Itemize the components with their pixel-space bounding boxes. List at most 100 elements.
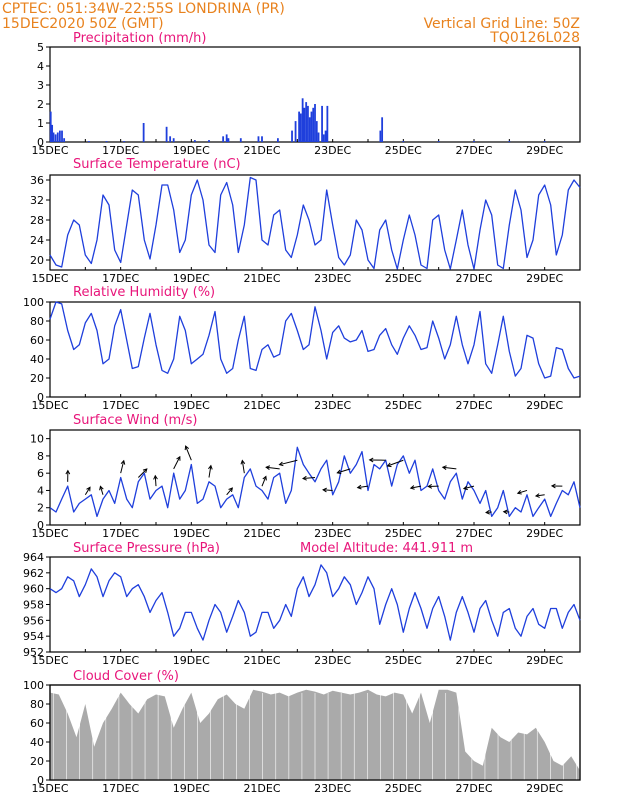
wind-arrow bbox=[462, 485, 475, 491]
precip-bar bbox=[227, 138, 230, 142]
model-altitude: Model Altitude: 441.911 m bbox=[300, 541, 473, 556]
precip-bar bbox=[222, 136, 225, 142]
precip-bar bbox=[87, 141, 90, 142]
precip-bar bbox=[277, 138, 279, 142]
precip-bar bbox=[56, 132, 59, 142]
y-tick-label: 2 bbox=[37, 502, 44, 515]
precip-bar bbox=[169, 136, 172, 142]
x-tick-label: 19DEC bbox=[173, 144, 210, 157]
x-tick-label: 23DEC bbox=[314, 654, 351, 667]
x-tick-label: 21DEC bbox=[243, 399, 280, 412]
x-tick-label: 23DEC bbox=[314, 782, 351, 795]
precip-bar bbox=[225, 134, 228, 142]
wind-arrow bbox=[356, 484, 369, 490]
precip-bar bbox=[315, 121, 318, 142]
precip-bar bbox=[54, 134, 57, 142]
wind-arrow bbox=[65, 469, 71, 482]
y-tick-label: 952 bbox=[23, 646, 44, 659]
wind-arrow bbox=[502, 509, 510, 515]
x-tick-label: 27DEC bbox=[455, 527, 492, 540]
wind-title: Surface Wind (m/s) bbox=[73, 413, 197, 428]
wind-arrow bbox=[441, 465, 457, 470]
precip-bar bbox=[310, 111, 313, 142]
y-tick-label: 10 bbox=[30, 433, 44, 446]
x-tick-label: 21DEC bbox=[243, 144, 280, 157]
x-tick-label: 23DEC bbox=[314, 399, 351, 412]
cloud-frame-overlay bbox=[49, 684, 581, 781]
x-tick-label: 29DEC bbox=[526, 654, 563, 667]
y-tick-label: 5 bbox=[37, 41, 44, 54]
y-tick-label: 0 bbox=[37, 774, 44, 787]
x-tick-label: 25DEC bbox=[385, 654, 422, 667]
precip-bar bbox=[314, 104, 316, 142]
y-tick-label: 20 bbox=[30, 254, 44, 267]
x-tick-label: 17DEC bbox=[102, 399, 139, 412]
y-tick-label: 20 bbox=[30, 755, 44, 768]
x-tick-label: 15DEC bbox=[31, 272, 68, 285]
y-tick-label: 0 bbox=[37, 391, 44, 404]
wind-arrow bbox=[265, 465, 280, 470]
x-tick-label: 23DEC bbox=[314, 272, 351, 285]
wind-arrow bbox=[485, 509, 492, 515]
rh-line bbox=[49, 301, 581, 379]
y-tick-label: 964 bbox=[23, 551, 44, 564]
x-tick-label: 23DEC bbox=[314, 527, 351, 540]
precip-bar bbox=[301, 98, 304, 142]
y-tick-label: 0 bbox=[37, 519, 44, 532]
precip-bar bbox=[105, 141, 108, 142]
precip-bar bbox=[193, 140, 196, 142]
precip-bar bbox=[261, 136, 263, 142]
x-tick-label: 17DEC bbox=[102, 527, 139, 540]
y-tick-label: 60 bbox=[30, 717, 44, 730]
wind-arrow bbox=[173, 455, 181, 470]
precip-bar bbox=[543, 141, 546, 142]
temp-frame bbox=[49, 174, 581, 271]
x-tick-label: 17DEC bbox=[102, 654, 139, 667]
precip-bar bbox=[298, 111, 300, 142]
x-tick-label: 27DEC bbox=[455, 144, 492, 157]
precip-bar bbox=[303, 107, 306, 142]
y-tick-label: 24 bbox=[30, 234, 44, 247]
precip-bar bbox=[257, 136, 260, 142]
x-tick-label: 25DEC bbox=[385, 527, 422, 540]
x-tick-label: 25DEC bbox=[385, 782, 422, 795]
wind-arrow bbox=[120, 459, 126, 474]
wind-arrow bbox=[240, 459, 246, 474]
y-tick-label: 958 bbox=[23, 599, 44, 612]
x-tick-label: 19DEC bbox=[173, 272, 210, 285]
precip-bar bbox=[312, 107, 315, 142]
x-tick-label: 27DEC bbox=[455, 654, 492, 667]
temp-panel: 15DEC 17DEC 19DEC 21DEC 23DEC 25DEC 27DEC 29DEC… bbox=[30, 174, 581, 285]
precip-bar bbox=[291, 130, 293, 142]
wind-arrow bbox=[368, 457, 386, 463]
x-tick-label: 25DEC bbox=[385, 144, 422, 157]
wind-arrow bbox=[336, 468, 351, 475]
x-tick-label: 29DEC bbox=[526, 272, 563, 285]
wind-arrow bbox=[550, 483, 563, 489]
x-tick-label: 27DEC bbox=[455, 272, 492, 285]
precip-bar bbox=[473, 141, 475, 142]
rh-frame bbox=[49, 301, 581, 398]
pres-title: Surface Pressure (hPa) bbox=[73, 541, 220, 556]
precip-bar bbox=[58, 130, 61, 142]
x-tick-label: 23DEC bbox=[314, 144, 351, 157]
x-tick-label: 25DEC bbox=[385, 399, 422, 412]
x-tick-label: 19DEC bbox=[173, 399, 210, 412]
header: CPTEC: 051:34W-22:55S LONDRINA (PR) 15DE… bbox=[2, 1, 580, 46]
precip-bar bbox=[322, 134, 325, 142]
wind-arrow bbox=[534, 493, 545, 498]
y-tick-label: 28 bbox=[30, 214, 44, 227]
rh-title: Relative Humidity (%) bbox=[73, 285, 215, 300]
x-tick-label: 29DEC bbox=[526, 399, 563, 412]
precip-bar bbox=[123, 141, 126, 142]
y-tick-label: 36 bbox=[30, 174, 44, 187]
y-tick-label: 80 bbox=[30, 698, 44, 711]
wind-arrow bbox=[137, 468, 148, 478]
precip-bar bbox=[305, 102, 308, 142]
x-tick-label: 17DEC bbox=[102, 144, 139, 157]
wind-arrow bbox=[386, 459, 404, 468]
x-tick-label: 15DEC bbox=[31, 782, 68, 795]
y-tick-label: 8 bbox=[37, 450, 44, 463]
x-tick-label: 19DEC bbox=[173, 654, 210, 667]
